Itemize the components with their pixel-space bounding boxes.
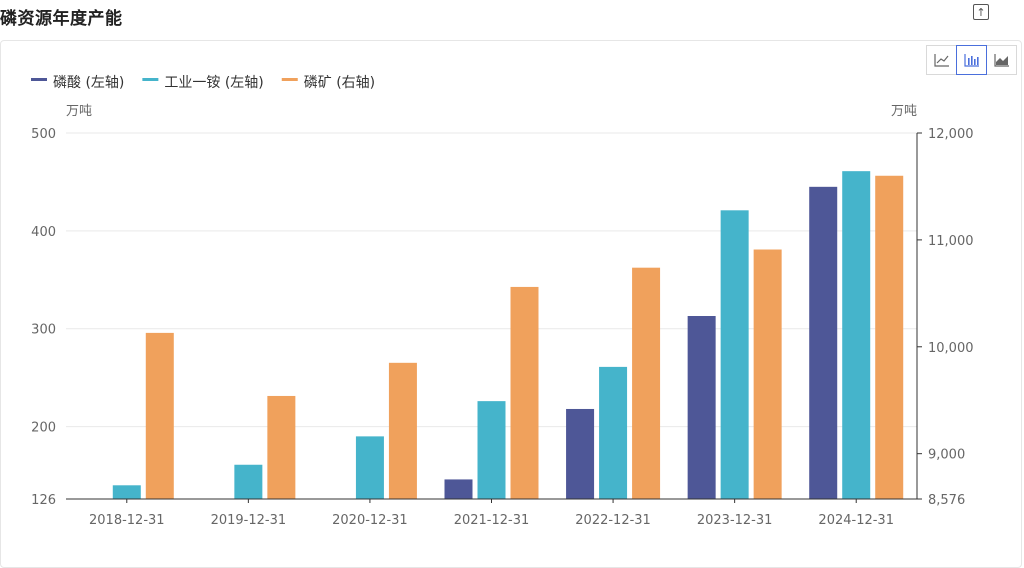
y-left-tick-label: 400 <box>31 225 56 240</box>
export-icon[interactable]: ↑ <box>973 4 989 20</box>
bar[interactable] <box>145 332 174 499</box>
y-left-unit: 万吨 <box>66 104 92 119</box>
bar[interactable] <box>234 464 263 499</box>
y-right-tick-label: 9,000 <box>928 448 965 463</box>
bar[interactable] <box>720 210 749 499</box>
bar-chart-button[interactable] <box>956 45 987 75</box>
x-tick-label: 2021-12-31 <box>454 513 530 528</box>
legend-swatch <box>281 78 298 81</box>
legend-label: 磷酸 (左轴) <box>53 75 124 91</box>
bar[interactable] <box>444 479 473 499</box>
bar[interactable] <box>687 316 716 499</box>
y-right-tick-label: 10,000 <box>928 341 974 356</box>
bar[interactable] <box>267 395 296 499</box>
area-chart-icon <box>993 54 1009 67</box>
bar[interactable] <box>809 186 838 499</box>
bars <box>112 171 904 499</box>
line-chart-icon <box>933 54 949 67</box>
y-left-tick-label: 200 <box>31 421 56 436</box>
y-right-unit: 万吨 <box>891 104 917 119</box>
line-chart-button[interactable] <box>926 45 957 75</box>
legend: 磷酸 (左轴) 工业一铵 (左轴) 磷矿 (右轴) <box>31 75 375 91</box>
axes: 126 200 300 400 500 8,576 9,000 10,000 11,000 12,… <box>31 127 973 528</box>
bar[interactable] <box>599 366 628 499</box>
x-tick-label: 2018-12-31 <box>89 513 165 528</box>
x-tick-label: 2020-12-31 <box>332 513 408 528</box>
legend-item[interactable]: 工业一铵 (左轴) <box>142 75 264 91</box>
bar[interactable] <box>477 401 506 499</box>
legend-label: 磷矿 (右轴) <box>304 75 375 91</box>
x-tick-label: 2022-12-31 <box>575 513 651 528</box>
bar[interactable] <box>355 436 384 499</box>
y-left-tick-label: 300 <box>31 323 56 338</box>
legend-item[interactable]: 磷矿 (右轴) <box>281 75 375 91</box>
x-tick-label: 2023-12-31 <box>697 513 773 528</box>
bar[interactable] <box>510 286 539 499</box>
x-tick-label: 2019-12-31 <box>211 513 287 528</box>
legend-label: 工业一铵 (左轴) <box>164 75 263 91</box>
y-right-tick-label: 11,000 <box>928 234 974 249</box>
y-left-tick-label: 126 <box>31 493 56 508</box>
legend-item[interactable]: 磷酸 (左轴) <box>31 75 124 91</box>
grid <box>66 132 917 428</box>
bar[interactable] <box>875 175 904 499</box>
page-title: 磷资源年度产能 <box>0 9 123 29</box>
y-right-tick-label: 12,000 <box>928 127 974 142</box>
bar[interactable] <box>388 362 417 499</box>
bar[interactable] <box>112 485 141 499</box>
y-left-tick-label: 500 <box>31 127 56 142</box>
y-right-tick-label: 8,576 <box>928 493 965 508</box>
bar[interactable] <box>842 171 871 499</box>
bar-chart-icon <box>963 54 979 67</box>
x-tick-label: 2024-12-31 <box>818 513 894 528</box>
bar[interactable] <box>632 267 661 499</box>
bar[interactable] <box>753 249 782 499</box>
legend-swatch <box>142 78 159 81</box>
bar[interactable] <box>566 408 595 499</box>
chart-type-toolbar <box>926 45 1017 75</box>
legend-swatch <box>31 78 47 81</box>
